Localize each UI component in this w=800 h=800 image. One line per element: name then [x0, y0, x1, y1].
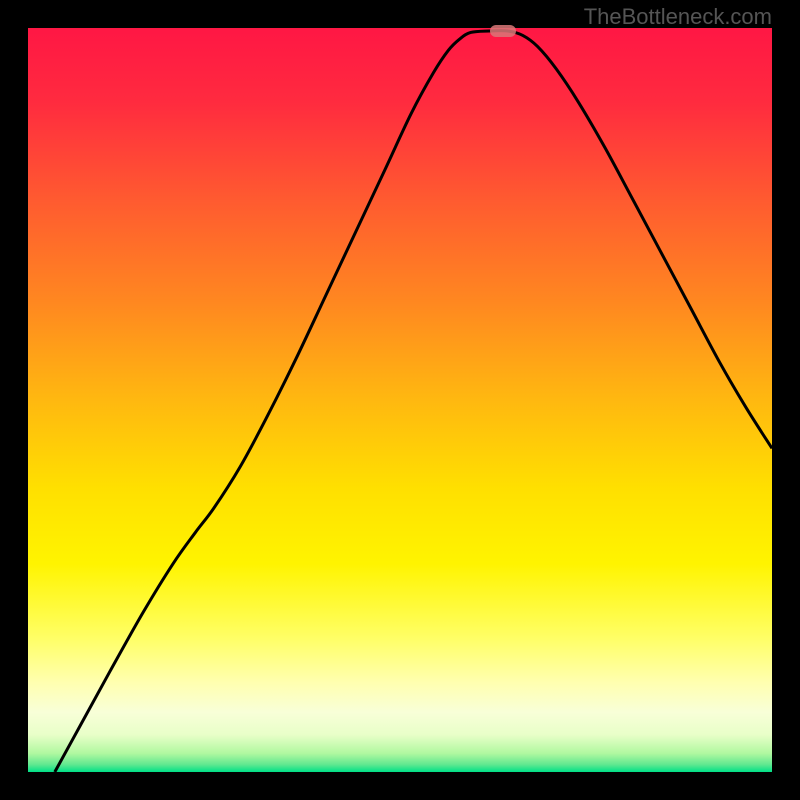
chart-svg: [28, 28, 772, 772]
optimal-marker: [490, 25, 516, 37]
watermark-text: TheBottleneck.com: [584, 4, 772, 30]
chart-area: [28, 28, 772, 772]
